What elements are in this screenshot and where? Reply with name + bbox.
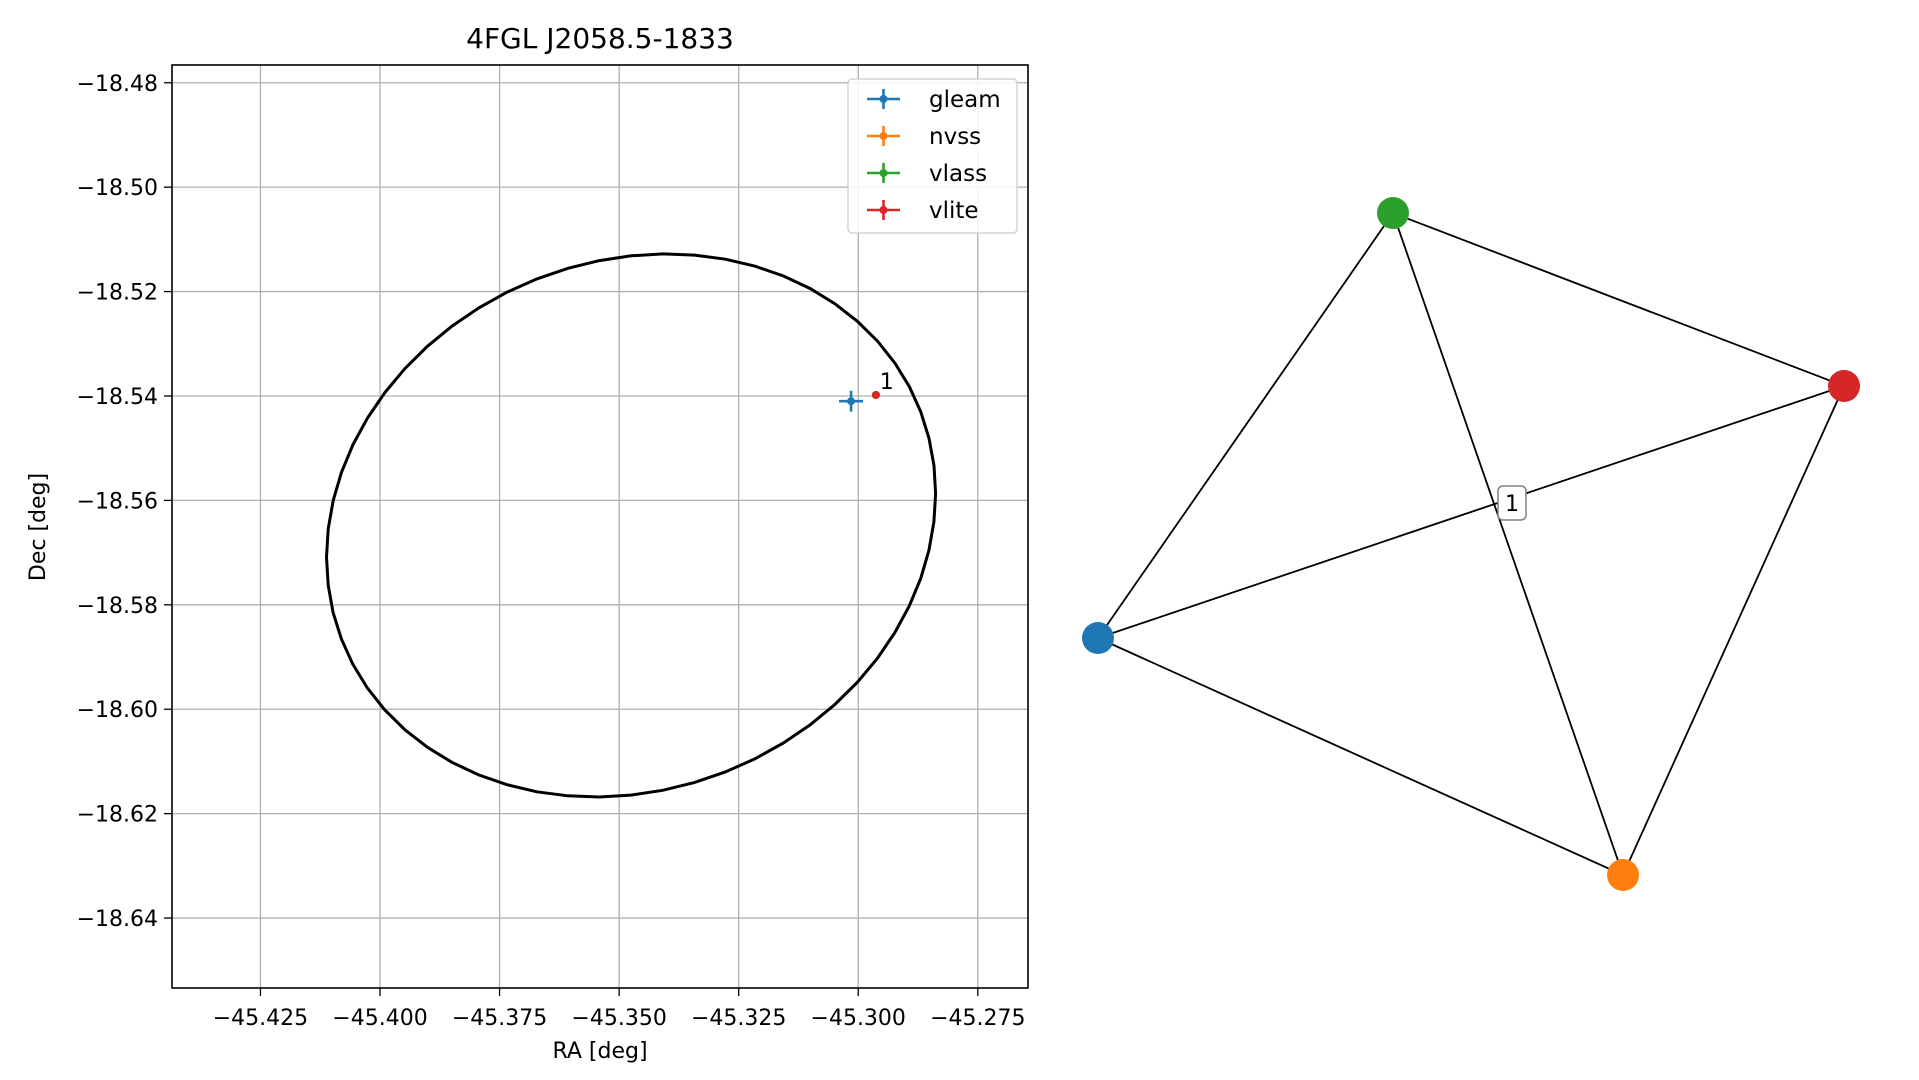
point-marker <box>847 397 856 406</box>
edge-gleam-vlass <box>1097 212 1394 639</box>
x-tick-label: −45.375 <box>452 1006 547 1031</box>
legend-label: gleam <box>929 87 1001 113</box>
graph-edges <box>1097 212 1845 876</box>
y-axis-ticks: −18.48 −18.50 −18.52 −18.54 −18.56 −18.58 −18.… <box>77 72 172 932</box>
node-gleam <box>1082 622 1114 654</box>
graph-nodes <box>1082 197 1860 891</box>
x-tick-label: −45.400 <box>332 1006 427 1031</box>
legend: gleam nvss vlass vlite <box>847 78 1018 234</box>
edge-vlass-vlite <box>1392 212 1845 387</box>
legend-label: vlite <box>929 198 979 224</box>
y-tick-label: −18.56 <box>77 489 158 514</box>
legend-entry-vlass: vlass <box>867 161 987 187</box>
x-axis-label: RA [deg] <box>552 1039 647 1064</box>
legend-entry-gleam: gleam <box>867 87 1001 113</box>
edge-vlass-nvss <box>1392 212 1624 876</box>
legend-swatch-dot <box>879 95 888 103</box>
node-nvss <box>1607 859 1639 891</box>
legend-entry-nvss: nvss <box>867 124 981 150</box>
network-graph: 1 <box>1082 197 1860 891</box>
x-tick-label: −45.425 <box>213 1006 308 1031</box>
y-tick-label: −18.52 <box>77 281 158 306</box>
node-vlite <box>1828 370 1860 402</box>
scatter-plot: 4FGL J2058.5-1833 1 −45.425 −45.400 −45.37… <box>26 22 1029 1064</box>
legend-swatch-dot <box>879 132 888 140</box>
legend-swatch-dot <box>879 169 888 177</box>
y-tick-label: −18.62 <box>77 803 158 828</box>
legend-frame <box>847 78 1018 234</box>
legend-entry-vlite: vlite <box>867 198 979 224</box>
point-vlite <box>871 390 880 399</box>
chart-title: 4FGL J2058.5-1833 <box>466 22 734 55</box>
x-tick-label: −45.325 <box>691 1006 786 1031</box>
point-marker <box>871 390 880 399</box>
annotation-label: 1 <box>880 370 894 395</box>
edge-gleam-vlite <box>1097 385 1845 639</box>
y-tick-label: −18.64 <box>77 907 158 932</box>
edge-gleam-nvss <box>1097 637 1624 876</box>
x-axis-ticks: −45.425 −45.400 −45.375 −45.350 −45.325 −45.3… <box>213 988 1025 1031</box>
localization-ellipse <box>324 252 938 799</box>
y-tick-label: −18.48 <box>77 72 158 97</box>
node-vlass <box>1377 197 1409 229</box>
x-tick-label: −45.350 <box>571 1006 666 1031</box>
legend-label: nvss <box>929 124 981 150</box>
x-tick-label: −45.300 <box>811 1006 906 1031</box>
ellipse-layer <box>324 252 938 799</box>
y-tick-label: −18.58 <box>77 594 158 619</box>
axes-frame <box>171 64 1029 989</box>
edge-label-box <box>1497 485 1527 521</box>
y-tick-label: −18.50 <box>77 176 158 201</box>
graph-edge-labels: 1 <box>1497 485 1527 521</box>
legend-swatch-dot <box>879 206 888 214</box>
edge-label: 1 <box>1505 492 1519 517</box>
x-tick-label: −45.275 <box>930 1006 1025 1031</box>
y-axis-label: Dec [deg] <box>26 473 51 581</box>
legend-label: vlass <box>929 161 987 187</box>
y-tick-label: −18.60 <box>77 698 158 723</box>
y-tick-label: −18.54 <box>77 385 158 410</box>
point-gleam <box>839 390 864 412</box>
edge-vlite-nvss <box>1622 385 1845 876</box>
marks-layer: 1 <box>839 370 894 412</box>
